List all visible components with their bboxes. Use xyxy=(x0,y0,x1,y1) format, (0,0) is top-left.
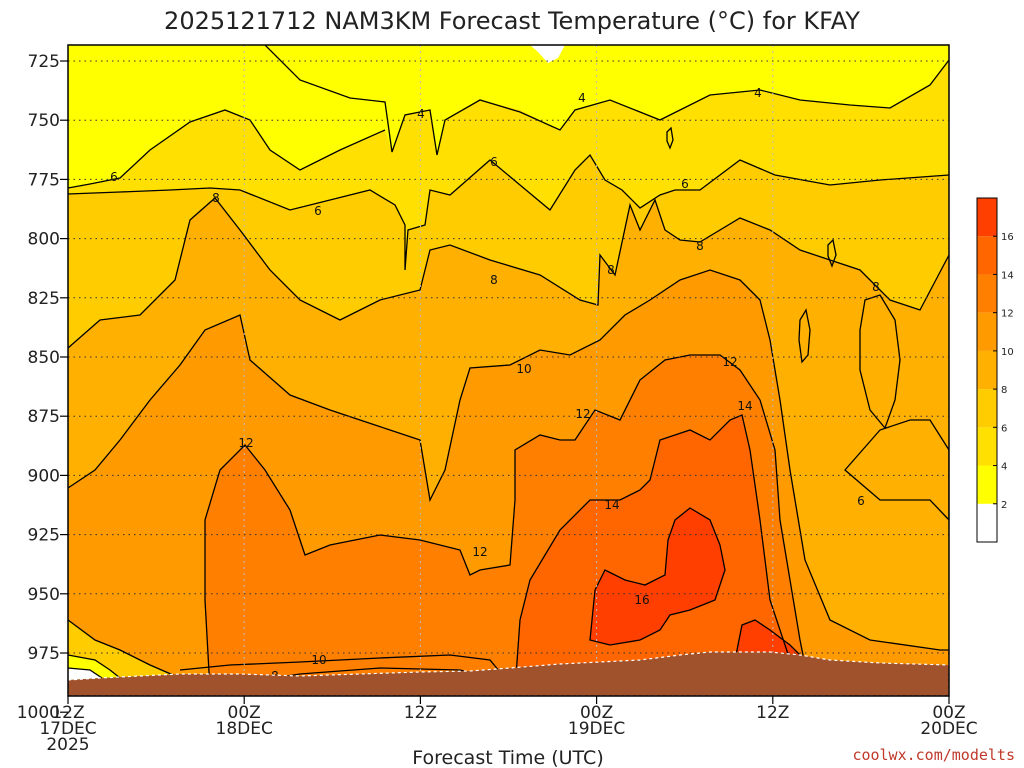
contour-line-6 xyxy=(68,109,386,189)
contour-line-4 xyxy=(264,45,949,156)
contour-label: 12 xyxy=(472,545,487,559)
y-tick-label: 750 xyxy=(28,111,60,131)
contour-line-6-east xyxy=(844,419,949,521)
contour-line-6b xyxy=(68,153,949,271)
x-tick-label: 12Z xyxy=(404,703,437,723)
colorbar-label: 4 xyxy=(1001,462,1007,473)
contour-label: 8 xyxy=(607,263,615,277)
colorbar-label: 14 xyxy=(1001,270,1014,281)
contour-line-surface-8 xyxy=(68,619,181,679)
contour-label: 8 xyxy=(872,280,880,294)
contour-label: 6 xyxy=(490,155,498,169)
contour-loop-c xyxy=(666,126,674,150)
contour-line-16 xyxy=(589,507,726,646)
colorbar-swatch xyxy=(977,198,997,237)
colorbar-swatch xyxy=(977,503,997,542)
y-tick-label: 800 xyxy=(28,230,60,250)
x-tick-label: 12Z xyxy=(51,703,84,723)
colorbar-swatch xyxy=(977,236,997,275)
contour-line-14 xyxy=(514,414,801,691)
credit-text: coolwx.com/modelts xyxy=(852,746,1015,764)
x-tick-label: 2025 xyxy=(46,735,89,755)
contour-loop-a xyxy=(798,308,811,364)
y-tick-label: 975 xyxy=(28,644,60,664)
contour-label: 6 xyxy=(857,494,865,508)
grid xyxy=(68,45,949,696)
y-tick-label: 825 xyxy=(28,289,60,309)
y-tick-label: 875 xyxy=(28,407,60,427)
y-axis: 725 750 775 800 825 850 875 900 925 950 975 1000 xyxy=(17,52,68,723)
contour-line-low-8 xyxy=(179,654,501,673)
x-tick-label: 12Z xyxy=(756,703,789,723)
x-tick-label: 00Z xyxy=(228,703,261,723)
contour-label: 14 xyxy=(604,498,619,512)
contour-line-8 xyxy=(68,197,949,349)
contour-line-16b xyxy=(734,619,801,661)
contour-lines xyxy=(68,45,949,691)
contour-label: 6 xyxy=(314,204,322,218)
contour-loop-b xyxy=(827,238,837,268)
contour-label: 14 xyxy=(737,399,752,413)
colorbar-label: 12 xyxy=(1001,309,1014,320)
y-tick-label: 925 xyxy=(28,526,60,546)
y-tick-label: 950 xyxy=(28,585,60,605)
contour-label: 4 xyxy=(417,107,425,121)
contour-label: 6 xyxy=(110,170,118,184)
contour-label: 4 xyxy=(578,91,586,105)
contour-label: 8 xyxy=(696,239,704,253)
band-14-16 xyxy=(515,415,799,696)
terrain-ground xyxy=(68,651,949,696)
band-0-2 xyxy=(530,45,565,63)
plot-frame xyxy=(67,44,950,697)
y-tick-label: 775 xyxy=(28,170,60,190)
contour-label: 12 xyxy=(722,355,737,369)
colorbar-label: 8 xyxy=(1001,385,1007,396)
plot-area: 4 4 4 6 6 6 6 6 8 8 8 8 8 8 10 10 12 12 … xyxy=(68,45,949,696)
colorbar-label: 10 xyxy=(1001,347,1014,358)
contour-label: 4 xyxy=(754,86,762,100)
colorbar-swatch xyxy=(977,274,997,313)
contour-label: 8 xyxy=(212,191,220,205)
band-near-surface-3 xyxy=(68,668,102,680)
x-tick-label: 18DEC xyxy=(216,719,273,739)
colorbar-swatch xyxy=(977,427,997,466)
colorbar-label: 2 xyxy=(1001,500,1007,511)
colorbar-swatch xyxy=(977,389,997,428)
colorbar-frame xyxy=(976,197,998,543)
colorbar: 2 4 6 8 10 12 14 16 xyxy=(976,197,1014,543)
colorbar-swatch xyxy=(977,350,997,390)
contour-label: 10 xyxy=(311,653,326,667)
colorbar-label: 6 xyxy=(1001,423,1007,434)
colorbar-swatch xyxy=(977,312,997,351)
colorbar-label: 16 xyxy=(1001,232,1014,243)
contour-label: 12 xyxy=(238,436,253,450)
x-axis-label: Forecast Time (UTC) xyxy=(412,747,603,768)
chart-title: 2025121712 NAM3KM Forecast Temperature (… xyxy=(164,7,860,35)
contour-label: 10 xyxy=(516,362,531,376)
x-tick-label: 20DEC xyxy=(920,719,977,739)
contour-label: 6 xyxy=(681,177,689,191)
band-16-18-core xyxy=(590,508,725,645)
y-tick-label: 725 xyxy=(28,52,60,72)
x-tick-label: 00Z xyxy=(932,703,965,723)
contour-line-surface-2 xyxy=(68,667,103,679)
contour-line-10 xyxy=(68,269,949,651)
x-tick-label: 00Z xyxy=(580,703,613,723)
contour-label: 12 xyxy=(575,407,590,421)
contour-line-surface-10 xyxy=(68,654,121,679)
colorbar-swatch xyxy=(977,465,997,504)
x-tick-label: 19DEC xyxy=(568,719,625,739)
y-tick-label: 1000 xyxy=(17,703,60,723)
y-tick-label: 900 xyxy=(28,466,60,486)
y-tick-label: 850 xyxy=(28,348,60,368)
contour-label: 16 xyxy=(634,593,649,607)
contour-line-8-east xyxy=(859,294,901,430)
x-tick-label: 17DEC xyxy=(39,719,96,739)
contour-label: 8 xyxy=(490,273,498,287)
